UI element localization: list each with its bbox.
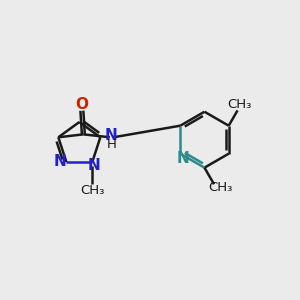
Text: N: N — [53, 154, 66, 169]
Text: O: O — [75, 98, 88, 112]
Text: N: N — [87, 158, 100, 173]
Text: H: H — [106, 138, 116, 151]
Text: CH₃: CH₃ — [80, 184, 104, 197]
Text: N: N — [176, 152, 189, 166]
Text: CH₃: CH₃ — [227, 98, 251, 111]
Text: N: N — [105, 128, 118, 143]
Text: CH₃: CH₃ — [208, 181, 233, 194]
